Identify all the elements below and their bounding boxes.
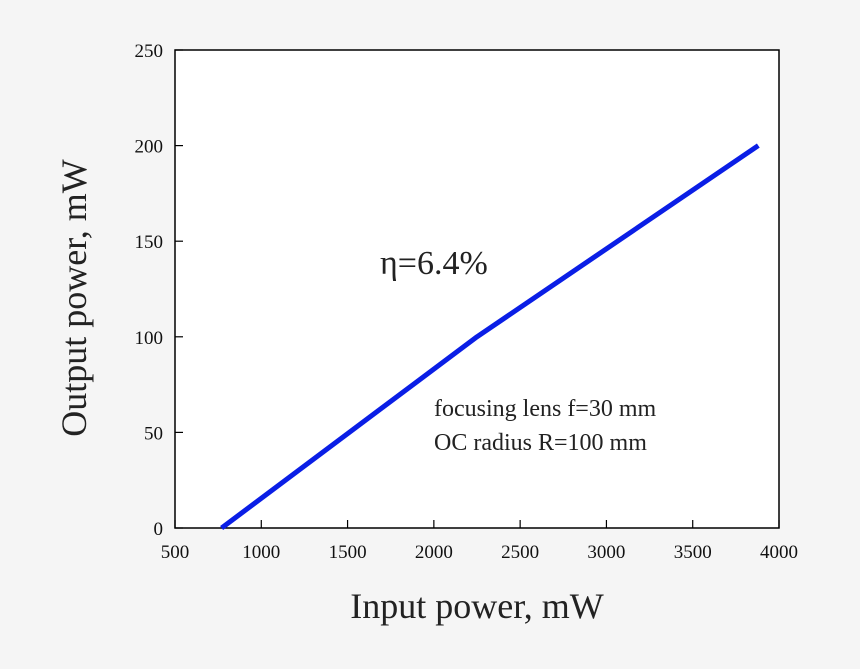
x-tick-label: 500 xyxy=(161,542,190,563)
y-tick-label: 150 xyxy=(135,232,164,253)
y-tick-label: 100 xyxy=(135,328,164,349)
series-layer xyxy=(220,143,760,531)
x-axis-ticks: 500 1000 1500 2000 2500 3000 3500 4000 xyxy=(161,520,798,563)
y-tick-label: 250 xyxy=(135,41,164,62)
y-tick-label: 50 xyxy=(144,423,163,444)
series-line-output xyxy=(220,143,760,531)
efficiency-annotation: η=6.4% xyxy=(380,245,488,282)
x-tick-label: 4000 xyxy=(760,542,798,563)
oc-annotation: OC radius R=100 mm xyxy=(434,430,647,456)
y-axis-ticks: 0 50 100 150 200 250 xyxy=(135,41,183,540)
x-tick-label: 3000 xyxy=(587,542,625,563)
x-tick-label: 3500 xyxy=(674,542,712,563)
lens-annotation: focusing lens f=30 mm xyxy=(434,396,657,422)
x-axis-label: Input power, mW xyxy=(350,586,604,626)
y-tick-label: 0 xyxy=(154,519,164,540)
y-tick-label: 200 xyxy=(135,137,164,158)
plot-area xyxy=(174,49,780,529)
x-tick-label: 2000 xyxy=(415,542,453,563)
y-axis-label: Output power, mW xyxy=(54,159,94,437)
x-tick-label: 1000 xyxy=(242,542,280,563)
x-tick-label: 1500 xyxy=(329,542,367,563)
x-tick-label: 2500 xyxy=(501,542,539,563)
